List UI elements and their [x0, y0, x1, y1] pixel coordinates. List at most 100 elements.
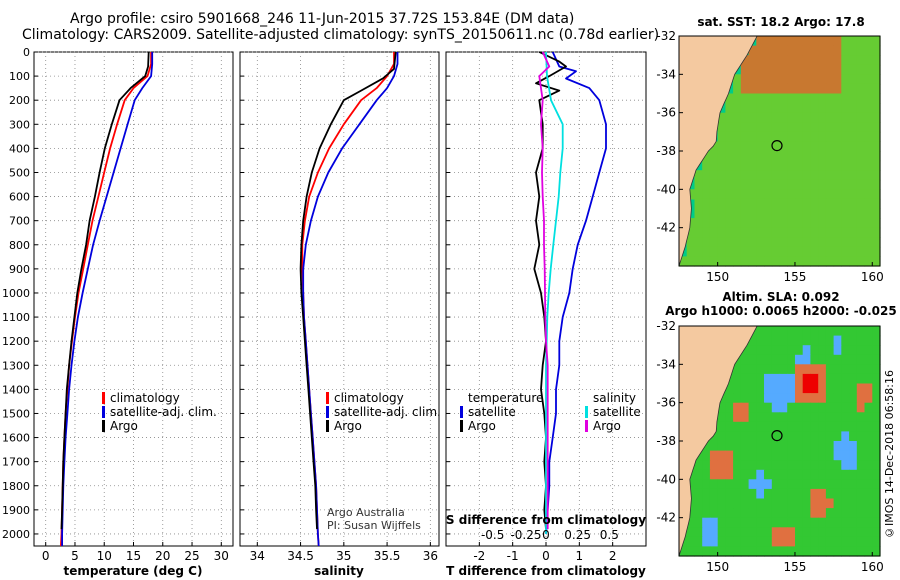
map-cell [795, 479, 804, 490]
map-cell [864, 546, 873, 557]
difference-ticks: -2 -1 0 1 2 [446, 51, 616, 563]
map-cell [740, 441, 750, 452]
legend-swatch-climatology [326, 392, 329, 404]
map-cell [872, 326, 881, 337]
map-cell [802, 227, 811, 238]
map-cell [841, 412, 850, 423]
map-cell [872, 488, 881, 500]
map-cell [764, 256, 773, 267]
map-cell [802, 208, 811, 219]
map-cell [787, 450, 796, 461]
x-tick-label: 15 [126, 549, 141, 563]
legend-title-temperature: temperature [468, 391, 543, 405]
map-cell [764, 246, 773, 257]
map-cell [709, 227, 719, 238]
map-cell [810, 55, 819, 66]
map-cell [810, 141, 819, 152]
map-cell [818, 237, 827, 248]
map-cell [771, 74, 781, 85]
map-cell [787, 546, 796, 557]
map-cell [787, 198, 796, 210]
map-cell [748, 198, 757, 210]
map-cell [825, 412, 835, 423]
map-cell [841, 508, 850, 519]
map-cell [756, 237, 765, 248]
map-cell [756, 227, 765, 238]
map-cell [795, 218, 804, 229]
legend-label-climatology: climatology [334, 391, 404, 405]
map-cell [802, 441, 811, 452]
map-cell [849, 189, 858, 200]
map-cell [818, 546, 827, 557]
map-cell [818, 383, 827, 394]
map-cell [849, 364, 858, 375]
map-cell [748, 383, 757, 394]
map-cell [756, 412, 765, 423]
map-cell [771, 393, 781, 404]
map-cell [849, 103, 858, 114]
map-cell [764, 141, 773, 152]
map-cell [856, 373, 866, 385]
map-cell [841, 450, 850, 461]
y-tick-label: 700 [9, 215, 30, 228]
map-cell [849, 488, 858, 500]
map-cell [779, 246, 788, 257]
map-cell [802, 383, 811, 394]
map-cell [825, 479, 835, 490]
map-cell [841, 345, 850, 356]
map-cell [818, 517, 827, 528]
difference-x-label: T difference from climatology [446, 564, 646, 578]
map-cell [779, 208, 788, 219]
map-cell [795, 256, 804, 267]
map-cell [702, 450, 711, 461]
map-cell [856, 227, 866, 238]
map-cell [833, 469, 842, 480]
map-cell [771, 450, 781, 461]
series-temperature-satellite [545, 51, 607, 535]
map-cell [771, 151, 781, 162]
map-cell [841, 354, 850, 365]
s-tick-label: -0.25 [510, 528, 541, 542]
map-cell [771, 517, 781, 528]
map-cell [748, 536, 757, 547]
map-cell [825, 160, 835, 171]
map-cell [841, 421, 850, 432]
map-cell [818, 45, 827, 56]
map-cell [833, 517, 842, 528]
map-cell [764, 131, 773, 142]
map-cell [841, 45, 850, 56]
map-cell [771, 55, 781, 66]
map-cell [740, 536, 750, 547]
map-cell [748, 393, 757, 404]
map-cell [771, 112, 781, 123]
map-cell [872, 227, 881, 238]
map-cell [779, 354, 788, 365]
map-cell [872, 469, 881, 480]
map-cell [787, 412, 796, 423]
map-cell [709, 450, 719, 461]
map-cell [740, 373, 750, 385]
map-cell [740, 517, 750, 528]
map-cell [725, 450, 734, 461]
map-cell [756, 141, 765, 152]
map-cell [825, 508, 835, 519]
map-cell [748, 421, 757, 432]
map-cell [779, 517, 788, 528]
legend-swatch-sal-satellite [585, 406, 588, 418]
map-cell [756, 208, 765, 219]
s-tick-label: 0.25 [564, 528, 591, 542]
map-cell [856, 170, 866, 181]
legend-title-salinity: salinity [593, 391, 636, 405]
map-cell [787, 189, 796, 200]
y-tick-label: 1800 [2, 480, 30, 493]
temperature-legend: climatology satellite-adj. clim. Argo [102, 391, 217, 433]
map-cell [733, 122, 742, 133]
map-cell [795, 326, 804, 337]
map-cell [733, 237, 742, 248]
map-cell [733, 227, 742, 238]
map-cell [756, 460, 765, 471]
map-cell [725, 237, 734, 248]
map-cell [841, 36, 850, 47]
x-tick-label: 10 [97, 549, 112, 563]
map-cell [872, 460, 881, 471]
